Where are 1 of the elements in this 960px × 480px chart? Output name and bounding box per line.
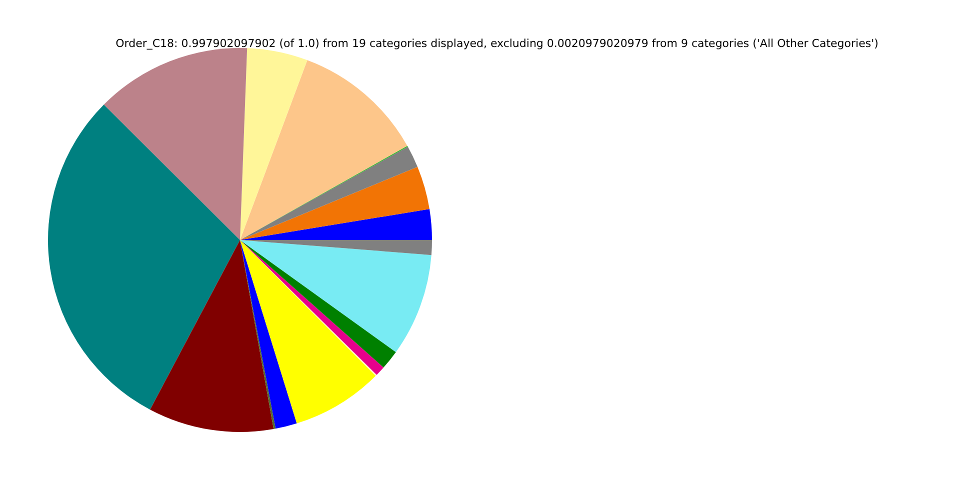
text: Order_C18: 0.997902097902 (of 1.0) from 19 categories displayed, excluding 0.0020979020979 from 9 categories ('All Other Categories') [116,37,878,50]
